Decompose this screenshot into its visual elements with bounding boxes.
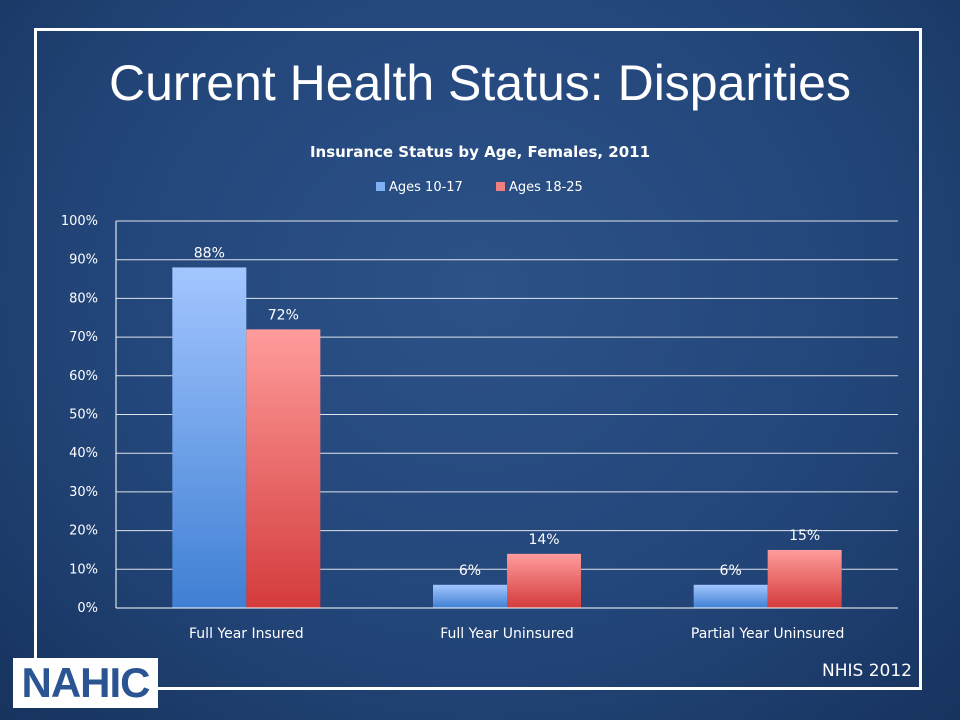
y-tick-label: 80% (69, 291, 98, 306)
x-tick-label: Full Year Insured (189, 626, 304, 642)
y-tick-label: 10% (69, 562, 98, 577)
slide-title: Current Health Status: Disparities (109, 55, 851, 111)
y-tick-label: 0% (77, 601, 98, 616)
data-label: 72% (268, 307, 299, 323)
bar (693, 584, 768, 608)
y-tick-label: 70% (69, 330, 98, 345)
data-label: 15% (789, 528, 820, 544)
y-tick-label: 100% (61, 214, 98, 229)
legend-swatch (376, 182, 385, 191)
legend-swatch (496, 182, 505, 191)
bar (246, 329, 321, 608)
bar (433, 584, 507, 608)
y-tick-label: 30% (69, 485, 98, 500)
y-tick-label: 60% (69, 369, 98, 384)
legend-label: Ages 10-17 (389, 180, 463, 195)
data-label: 88% (194, 245, 225, 261)
slide-frame (34, 28, 922, 690)
bar (172, 267, 247, 608)
chart-bars: 88% 72% 6% 14% 6% 15% (172, 245, 842, 608)
y-tick-label: 90% (69, 253, 98, 268)
chart-legend: Ages 10-17 Ages 18-25 (376, 180, 583, 195)
y-tick-label: 20% (69, 524, 98, 539)
logo-text: NAHIC (21, 659, 151, 706)
y-axis-ticks: 0% 10% 20% 30% 40% 50% 60% 70% 80% 90% 100% (61, 214, 98, 616)
y-tick-label: 50% (69, 408, 98, 423)
legend-label: Ages 18-25 (509, 180, 583, 195)
chart-title: Insurance Status by Age, Females, 2011 (310, 143, 650, 161)
data-label: 6% (720, 563, 742, 579)
data-label: 6% (459, 563, 481, 579)
nahic-logo: NAHIC (13, 658, 158, 708)
x-tick-label: Partial Year Uninsured (691, 626, 845, 642)
x-tick-label: Full Year Uninsured (440, 626, 573, 642)
data-label: 14% (528, 532, 559, 548)
bar (507, 553, 581, 608)
y-tick-label: 40% (69, 446, 98, 461)
source-label: NHIS 2012 (822, 661, 912, 681)
x-axis-ticks: Full Year Insured Full Year Uninsured Part… (116, 607, 898, 642)
bar (767, 549, 842, 608)
